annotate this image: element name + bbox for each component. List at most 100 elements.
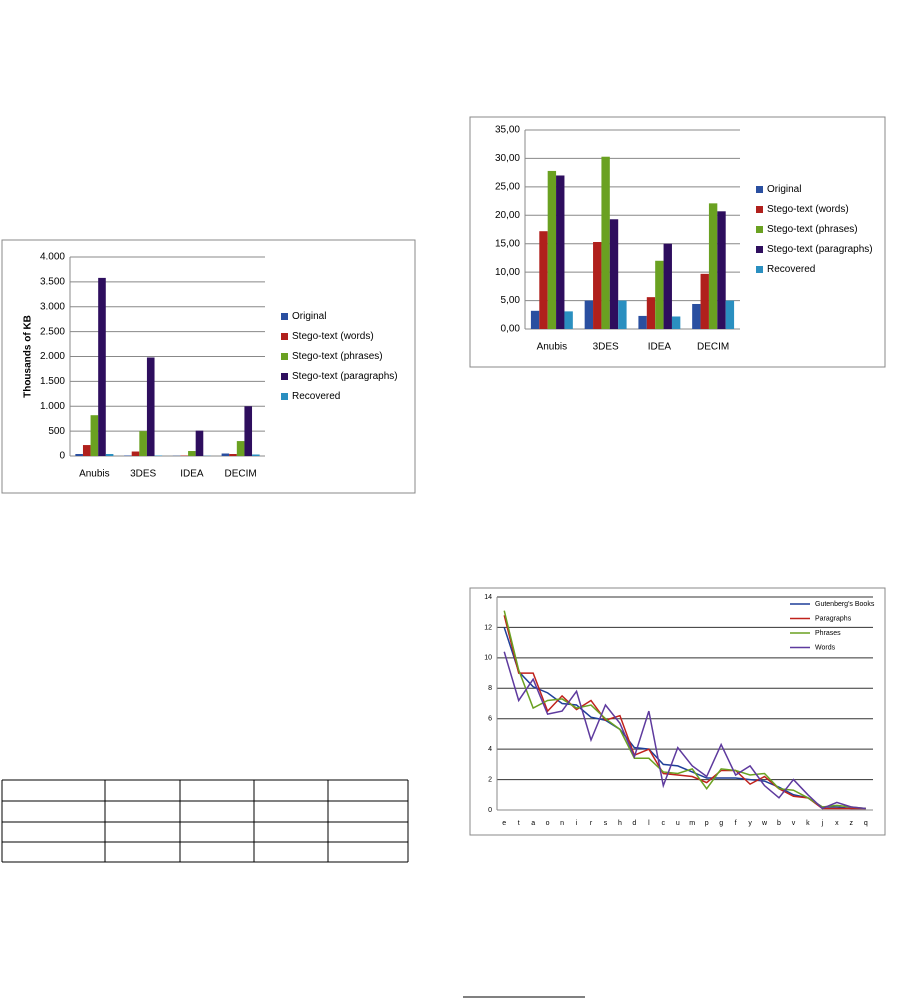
legend-label: Phrases — [815, 630, 841, 637]
bar — [638, 315, 647, 329]
x-tick-label: e — [502, 820, 506, 827]
y-tick-label: 2.000 — [40, 351, 65, 362]
legend-swatch — [756, 206, 763, 213]
legend-swatch — [281, 393, 288, 400]
bar — [539, 231, 548, 329]
line — [503, 610, 866, 810]
x-tick-label: y — [748, 820, 752, 827]
legend-label: Stego-text (phrases) — [767, 224, 858, 235]
legend-label: Recovered — [767, 264, 815, 275]
x-tick-label: a — [531, 820, 535, 827]
bar — [75, 454, 83, 456]
bar — [717, 211, 726, 329]
y-tick-label: 4.000 — [40, 252, 65, 263]
bar — [547, 170, 557, 329]
legend-label: Stego-text (paragraphs) — [292, 371, 398, 382]
legend-label: Recovered — [292, 391, 340, 402]
bar — [188, 451, 196, 456]
bar — [146, 357, 155, 456]
y-tick-label: 14 — [484, 594, 492, 601]
x-tick-label: l — [648, 820, 650, 827]
y-tick-label: 30,00 — [495, 153, 520, 164]
legend-swatch — [756, 246, 763, 253]
x-tick-label: u — [676, 820, 680, 827]
bar — [98, 277, 106, 456]
bar — [105, 454, 114, 456]
bar — [584, 300, 594, 329]
bar — [655, 260, 664, 329]
x-tick-label: c — [662, 820, 666, 827]
legend-swatch — [756, 186, 763, 193]
x-tick-label: b — [777, 820, 781, 827]
legend-swatch — [756, 226, 763, 233]
bar — [663, 243, 672, 329]
y-tick-label: 0 — [488, 807, 492, 814]
x-tick-label: h — [618, 820, 622, 827]
legend-label: Paragraphs — [815, 615, 852, 622]
y-tick-label: 3.000 — [40, 301, 65, 312]
bar — [131, 451, 140, 456]
legend-swatch — [281, 353, 288, 360]
y-tick-label: 8 — [488, 685, 492, 692]
y-tick-label: 500 — [48, 426, 65, 437]
bar — [236, 441, 245, 456]
bar — [700, 273, 709, 329]
x-tick-label: g — [719, 820, 723, 827]
bar — [244, 406, 253, 456]
y-tick-label: 0,00 — [501, 324, 521, 335]
x-tick-label: w — [761, 820, 768, 827]
x-tick-label: x — [835, 820, 839, 827]
chart: 0 500 1.000 1.500 2.000 2.500 3.000 3.500 4.000 T… — [1, 239, 416, 494]
x-tick-label: d — [632, 820, 636, 827]
x-tick-label: n — [560, 820, 564, 827]
y-tick-label: 10,00 — [495, 267, 520, 278]
bar — [671, 316, 681, 329]
y-tick-label: 10 — [484, 655, 492, 662]
legend-label: Original — [767, 184, 801, 195]
y-tick-label: 2.500 — [40, 326, 65, 337]
x-tick-label: DECIM — [697, 342, 729, 353]
y-tick-label: 0 — [59, 451, 65, 462]
legend-label: Stego-text (paragraphs) — [767, 244, 873, 255]
chart: 0,00 5,00 10,00 15,00 20,00 25,00 30,00 35,00 An… — [469, 116, 886, 368]
legend-swatch — [281, 373, 288, 380]
y-tick-label: 4 — [488, 746, 492, 753]
x-tick-label: 3DES — [593, 342, 619, 353]
bar — [609, 219, 619, 329]
y-tick-label: 1.000 — [40, 401, 65, 412]
x-tick-label: 3DES — [130, 469, 156, 480]
bar — [530, 310, 540, 329]
y-tick-label: 2 — [488, 776, 492, 783]
bar — [692, 303, 701, 329]
bar — [618, 300, 627, 329]
chart: 0 2 4 6 8 10 12 14 e t a o n i r s h d l c u m p g f y w b v k j x z q Gut… — [469, 587, 886, 836]
bar — [593, 242, 602, 329]
bar — [229, 454, 237, 456]
y-tick-label: 35,00 — [495, 125, 520, 136]
x-tick-label: q — [864, 820, 868, 827]
line — [503, 615, 866, 810]
x-tick-label: IDEA — [648, 342, 672, 353]
x-tick-label: Anubis — [537, 342, 568, 353]
x-tick-label: i — [576, 820, 578, 827]
empty-table — [1, 779, 409, 863]
x-tick-label: j — [821, 820, 824, 827]
bar — [556, 175, 565, 329]
bar — [725, 300, 735, 329]
bar — [708, 203, 718, 329]
y-tick-label: 5,00 — [501, 295, 521, 306]
legend-label: Original — [292, 311, 326, 322]
x-tick-label: r — [590, 820, 593, 827]
bar — [195, 430, 204, 456]
x-tick-label: Anubis — [79, 469, 110, 480]
bar — [252, 454, 260, 456]
x-tick-label: s — [604, 820, 608, 827]
x-tick-label: f — [735, 820, 737, 827]
bar — [601, 156, 610, 329]
x-tick-label: IDEA — [180, 469, 204, 480]
chart-frame — [469, 587, 886, 836]
bar — [221, 453, 230, 456]
x-tick-label: m — [689, 820, 695, 827]
x-tick-label: t — [518, 820, 520, 827]
